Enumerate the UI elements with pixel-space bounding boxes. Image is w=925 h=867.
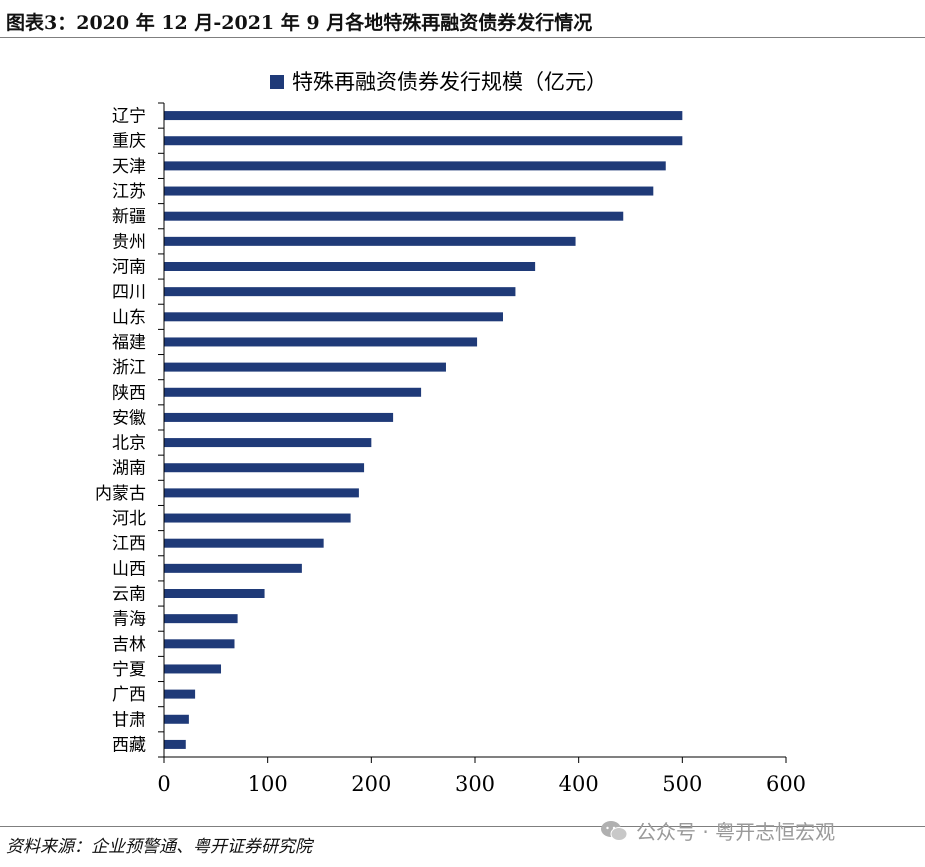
category-label: 内蒙古 <box>95 484 146 504</box>
bar-湖南 <box>164 463 365 473</box>
bar-chart: 特殊再融资债券发行规模（亿元） 辽宁重庆天津江苏新疆贵州河南四川山东福建浙江陕西… <box>95 70 806 796</box>
legend-label: 特殊再融资债券发行规模（亿元） <box>292 70 607 94</box>
bar-甘肃 <box>164 714 189 724</box>
bar-四川 <box>164 287 516 297</box>
x-tick-label: 200 <box>351 772 391 796</box>
bar-安徽 <box>164 412 394 422</box>
bottom-rule <box>0 826 925 827</box>
legend-swatch <box>270 75 284 89</box>
category-label: 浙江 <box>112 358 146 378</box>
category-labels: 辽宁重庆天津江苏新疆贵州河南四川山东福建浙江陕西安徽北京湖南内蒙古河北江西山西云… <box>95 107 146 756</box>
category-label: 河南 <box>112 258 146 278</box>
category-label: 吉林 <box>112 635 146 655</box>
bar-陕西 <box>164 387 422 397</box>
category-label: 安徽 <box>112 408 146 428</box>
bar-内蒙古 <box>164 488 359 498</box>
category-label: 辽宁 <box>112 107 146 127</box>
category-label: 福建 <box>112 333 146 353</box>
category-label: 天津 <box>112 157 146 177</box>
bar-辽宁 <box>164 111 683 121</box>
legend: 特殊再融资债券发行规模（亿元） <box>270 70 607 94</box>
category-label: 宁夏 <box>112 660 146 680</box>
x-tick-label: 100 <box>248 772 288 796</box>
bar-江西 <box>164 538 324 548</box>
source-note: 资料来源：企业预警通、粤开证券研究院 <box>6 837 312 857</box>
category-label: 北京 <box>112 434 146 454</box>
category-label: 陕西 <box>112 383 146 403</box>
category-label: 云南 <box>112 585 146 605</box>
x-tick-label: 500 <box>662 772 702 796</box>
axes: 0 100 200 300 400 500 600 <box>157 102 806 796</box>
bar-西藏 <box>164 739 186 749</box>
bar-青海 <box>164 614 238 624</box>
x-tick-label: 0 <box>157 772 170 796</box>
category-label: 山东 <box>112 308 146 328</box>
bar-福建 <box>164 337 478 347</box>
bar-贵州 <box>164 236 576 246</box>
bar-浙江 <box>164 362 446 372</box>
category-label: 河北 <box>112 509 146 529</box>
category-label: 甘肃 <box>112 710 146 730</box>
x-tick-label: 400 <box>559 772 599 796</box>
bar-宁夏 <box>164 664 222 674</box>
category-label: 青海 <box>112 610 146 630</box>
bar-云南 <box>164 589 265 598</box>
wechat-icon <box>601 820 628 841</box>
category-label: 四川 <box>112 283 146 303</box>
bar-天津 <box>164 161 666 171</box>
bar-山东 <box>164 312 503 322</box>
bar-河南 <box>164 262 536 271</box>
category-label: 江西 <box>112 534 146 554</box>
category-label: 西藏 <box>112 735 146 755</box>
x-tick-label: 300 <box>455 772 495 796</box>
bar-广西 <box>164 689 196 699</box>
bar-吉林 <box>164 639 235 649</box>
bar-北京 <box>164 438 372 448</box>
bars-group <box>164 111 683 749</box>
watermark-text: 公众号 · 粤开志恒宏观 <box>636 820 836 844</box>
category-label: 重庆 <box>112 132 146 152</box>
figure-title: 图表3：2020 年 12 月-2021 年 9 月各地特殊再融资债券发行情况 <box>6 12 593 34</box>
watermark: 公众号 · 粤开志恒宏观 <box>600 816 835 845</box>
category-label: 贵州 <box>112 232 146 252</box>
bar-重庆 <box>164 136 683 146</box>
category-label: 湖南 <box>112 459 146 479</box>
category-label: 新疆 <box>112 207 146 227</box>
category-label: 广西 <box>112 685 146 705</box>
top-rule <box>0 37 925 38</box>
bar-新疆 <box>164 211 624 221</box>
bar-江苏 <box>164 186 654 196</box>
bar-山西 <box>164 563 302 573</box>
category-label: 山西 <box>112 559 146 579</box>
bar-河北 <box>164 513 351 523</box>
category-label: 江苏 <box>112 182 146 202</box>
x-tick-label: 600 <box>766 772 806 796</box>
